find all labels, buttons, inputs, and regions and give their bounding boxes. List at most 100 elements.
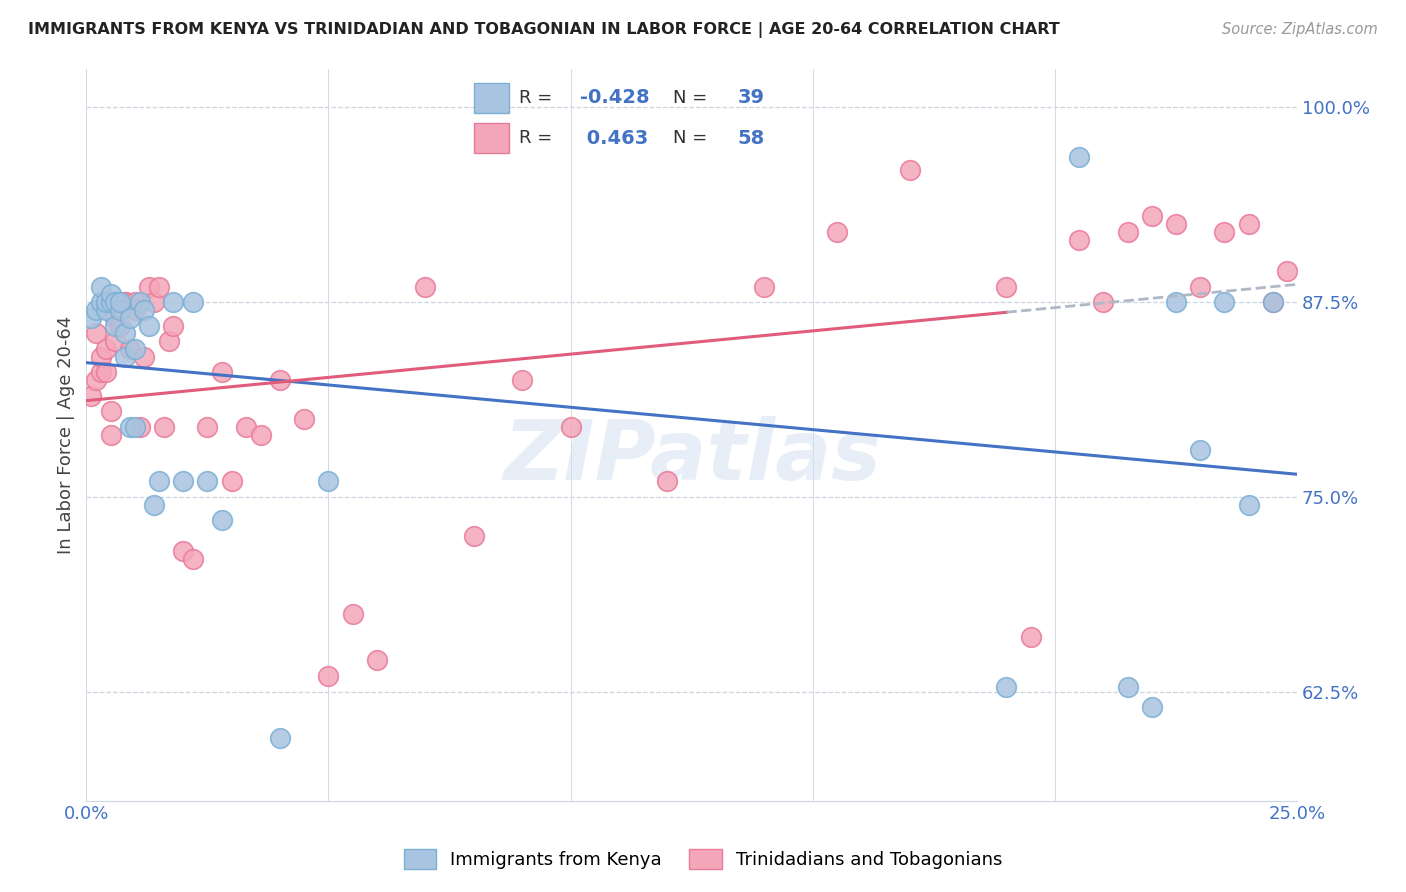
Point (114, 295, 136, 310)
Point (124, 342, 146, 356)
Point (235, 419, 257, 434)
Point (1213, 225, 1236, 239)
Point (657, 475, 679, 489)
Point (138, 279, 160, 293)
Point (1019, 630, 1042, 644)
Point (118, 419, 141, 434)
Point (292, 412, 315, 426)
Point (114, 326, 136, 341)
Point (1116, 680, 1139, 694)
Point (366, 653, 388, 667)
Point (318, 475, 340, 489)
Legend: Immigrants from Kenya, Trinidadians and Tobagonians: Immigrants from Kenya, Trinidadians and … (395, 839, 1011, 879)
Point (90, 279, 112, 293)
Point (157, 334, 180, 348)
Point (134, 302, 156, 317)
Point (118, 310, 141, 325)
Point (898, 162, 921, 177)
Point (143, 295, 166, 310)
Point (162, 318, 184, 333)
Point (124, 295, 146, 310)
Point (118, 342, 141, 356)
Point (342, 607, 364, 621)
Point (1092, 295, 1115, 310)
Point (825, 225, 848, 239)
Point (148, 279, 170, 293)
Point (463, 529, 485, 543)
Point (1237, 217, 1260, 231)
Point (80, 389, 103, 403)
Point (108, 318, 131, 333)
Point (84, 302, 107, 317)
Point (108, 295, 131, 310)
Point (1237, 498, 1260, 512)
Point (221, 475, 243, 489)
Text: ZIPatlas: ZIPatlas (503, 416, 880, 497)
Point (1261, 295, 1284, 310)
Text: Source: ZipAtlas.com: Source: ZipAtlas.com (1222, 22, 1378, 37)
Point (195, 475, 218, 489)
Point (124, 419, 146, 434)
Point (104, 318, 127, 333)
Point (108, 295, 131, 310)
Point (413, 279, 436, 293)
Point (1213, 295, 1236, 310)
Point (172, 544, 194, 558)
Point (211, 513, 233, 527)
Point (1140, 700, 1163, 714)
Point (1140, 210, 1163, 224)
Point (90, 350, 112, 364)
Point (510, 373, 533, 387)
Point (995, 279, 1018, 293)
Point (128, 419, 150, 434)
Point (100, 295, 122, 310)
Point (94, 365, 117, 379)
Text: IMMIGRANTS FROM KENYA VS TRINIDADIAN AND TOBAGONIAN IN LABOR FORCE | AGE 20-64 C: IMMIGRANTS FROM KENYA VS TRINIDADIAN AND… (28, 22, 1060, 38)
Point (104, 295, 127, 310)
Point (560, 419, 582, 434)
Point (114, 295, 136, 310)
Point (100, 404, 122, 418)
Point (94, 342, 117, 356)
Point (138, 318, 160, 333)
Point (84, 373, 107, 387)
Point (162, 295, 184, 310)
Point (1069, 233, 1091, 247)
Point (108, 302, 131, 317)
Point (995, 680, 1018, 694)
Point (104, 310, 127, 325)
Point (1116, 225, 1139, 239)
Point (269, 373, 291, 387)
Point (181, 552, 204, 566)
Point (1261, 295, 1284, 310)
Point (318, 669, 340, 683)
Point (104, 334, 127, 348)
Point (94, 302, 117, 317)
Point (1189, 443, 1212, 458)
Point (1164, 295, 1187, 310)
Point (100, 427, 122, 442)
Point (172, 475, 194, 489)
Point (100, 287, 122, 301)
Point (80, 310, 103, 325)
Point (128, 295, 150, 310)
Point (143, 498, 166, 512)
Point (195, 419, 218, 434)
Point (754, 279, 776, 293)
Point (1069, 150, 1091, 164)
Point (181, 295, 204, 310)
Point (249, 427, 271, 442)
Point (114, 350, 136, 364)
Point (94, 295, 117, 310)
Point (269, 731, 291, 746)
Point (148, 475, 170, 489)
Point (211, 365, 233, 379)
Point (134, 350, 156, 364)
Point (152, 419, 174, 434)
Point (1164, 217, 1187, 231)
Point (1277, 264, 1299, 278)
Point (1189, 279, 1212, 293)
Point (90, 365, 112, 379)
Y-axis label: In Labor Force | Age 20-64: In Labor Force | Age 20-64 (58, 316, 75, 554)
Point (84, 326, 107, 341)
